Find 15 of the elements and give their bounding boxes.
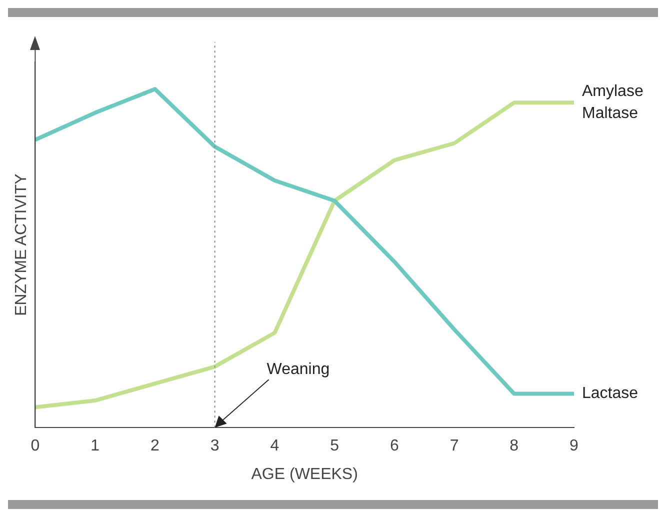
x-tick-label: 5 xyxy=(330,438,340,455)
x-tick-label: 1 xyxy=(90,438,100,455)
x-tick-label: 3 xyxy=(210,438,220,455)
x-axis-title: AGE (WEEKS) xyxy=(251,466,358,483)
x-tick-label: 2 xyxy=(150,438,160,455)
series-label: Lactase xyxy=(582,385,638,402)
x-tick-label: 9 xyxy=(570,438,579,455)
x-tick-label: 8 xyxy=(510,438,519,455)
x-tick-label: 6 xyxy=(390,438,399,455)
y-axis-title: ENZYME ACTIVITY xyxy=(13,173,30,316)
x-tick-label: 0 xyxy=(30,438,40,455)
x-tick-label: 4 xyxy=(270,438,280,455)
x-tick-label: 7 xyxy=(450,438,459,455)
series-label: Amylase Maltase xyxy=(582,83,644,122)
annotation: Weaning xyxy=(266,361,330,378)
